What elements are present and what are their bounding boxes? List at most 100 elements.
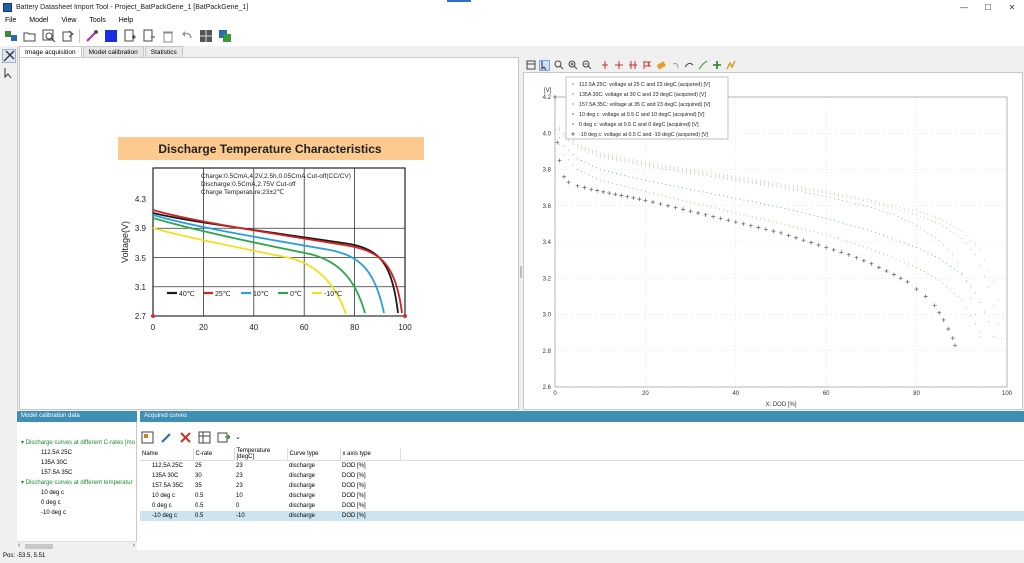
- tree-item-0-deg-c[interactable]: 0 deg c: [41, 500, 61, 506]
- new-project-button[interactable]: [3, 29, 18, 44]
- acq-point-0: [931, 234, 933, 236]
- datasheet-curve-1: [152, 209, 403, 314]
- move-button[interactable]: [711, 60, 722, 71]
- curves-table-button[interactable]: [197, 430, 212, 445]
- acq-point-0: [616, 159, 618, 161]
- acq-point-1: [974, 254, 976, 256]
- acq-point-1: [694, 171, 696, 173]
- tree-group-temperatures[interactable]: ▾ Discharge curves at different temperat…: [21, 480, 133, 486]
- select-tool-button[interactable]: [2, 66, 16, 80]
- column-c-rate[interactable]: C-rate: [193, 448, 235, 461]
- datasheet-curve-2: [152, 214, 385, 314]
- plot-table-button[interactable]: [525, 60, 536, 71]
- acq-point-3: [805, 212, 807, 215]
- close-button[interactable]: ✕: [1008, 2, 1016, 12]
- grid-button[interactable]: [198, 29, 213, 44]
- add-double-button[interactable]: [627, 60, 638, 71]
- curves-import-button[interactable]: [140, 430, 155, 445]
- import-image-button[interactable]: [41, 29, 56, 44]
- acquired-plot-panel[interactable]: 2.6 2.8 3.0 3.2 3.4 3.6 3.8 4.0 4.2 0 20 40 60 80 100…: [523, 72, 1023, 410]
- auto-detect-button[interactable]: [725, 60, 736, 71]
- table-row[interactable]: 112.5A 25C 25 23 discharge DOD [%]: [140, 461, 1024, 471]
- acq-point-1: [735, 178, 737, 180]
- menu-view[interactable]: View: [61, 16, 77, 24]
- add-point-button[interactable]: [599, 60, 610, 71]
- table-row[interactable]: 157.5A 35C 35 23 discharge DOD [%]: [140, 481, 1024, 491]
- table-row[interactable]: 135A 30C 30 23 discharge DOD [%]: [140, 471, 1024, 481]
- acq-point-4: [755, 217, 757, 219]
- add-curve-icon: [124, 29, 136, 42]
- zoom-out-button[interactable]: [581, 60, 592, 71]
- pick-color-button[interactable]: [84, 29, 99, 44]
- fit-button[interactable]: [697, 60, 708, 71]
- undo-button[interactable]: [179, 29, 194, 44]
- add-cross-button[interactable]: [613, 60, 624, 71]
- acq-point-2: [938, 217, 940, 219]
- tree-horizontal-scrollbar[interactable]: ‹ ›: [17, 541, 137, 550]
- tree-item-112-5a-25c[interactable]: 112.5A 25C: [41, 450, 72, 456]
- add-curve-button[interactable]: [122, 29, 137, 44]
- scroll-right-icon[interactable]: ›: [132, 542, 135, 549]
- export-button[interactable]: [60, 29, 75, 44]
- tree-item-135a-30c[interactable]: 135A 30C: [41, 460, 68, 466]
- column-x-axis-type[interactable]: x axis type: [340, 448, 401, 461]
- acquired-plot-frame: [554, 96, 1008, 388]
- open-button[interactable]: [22, 29, 37, 44]
- menu-help[interactable]: Help: [118, 16, 134, 24]
- column-temperature[interactable]: Temperature [degC]: [234, 448, 288, 461]
- acq-point-2: [946, 222, 948, 224]
- menu-model[interactable]: Model: [29, 16, 49, 24]
- color-swatch-button[interactable]: [103, 29, 118, 44]
- plot-select-button[interactable]: [539, 59, 550, 71]
- duplicate-button[interactable]: [217, 29, 232, 44]
- acq-point-3: [817, 215, 819, 218]
- erase-button[interactable]: [655, 60, 666, 71]
- menu-tools[interactable]: Tools: [89, 16, 106, 24]
- zoom-in-button[interactable]: [567, 60, 578, 71]
- acq-point-4: [957, 296, 959, 298]
- remove-curve-button[interactable]: [141, 29, 156, 44]
- minimize-button[interactable]: —: [960, 2, 968, 12]
- chevron-down-icon[interactable]: ⌄: [235, 434, 241, 441]
- zoom-box-button[interactable]: [553, 60, 564, 71]
- acq-point-3: [731, 197, 733, 199]
- acq-point-4: [677, 198, 679, 200]
- acquire-tool-button[interactable]: [2, 49, 16, 63]
- acq-point-0: [731, 179, 733, 181]
- tree-item-10-deg-c[interactable]: 10 deg c: [41, 490, 65, 496]
- table-row[interactable]: 0 deg c 0.5 0 discharge DOD [%]: [140, 501, 1024, 511]
- acq-point-1: [685, 170, 688, 172]
- acq-point-2: [870, 199, 872, 201]
- curves-edit-button[interactable]: [159, 430, 174, 445]
- acq-point-2: [784, 184, 786, 186]
- table-cell: 0 deg c: [152, 502, 172, 509]
- acq-point-1: [772, 183, 774, 186]
- table-row[interactable]: -10 deg c 0.5 -10 discharge DOD [%]: [140, 510, 1024, 521]
- menu-file[interactable]: File: [5, 16, 17, 24]
- column-curve-type[interactable]: Curve type: [287, 448, 341, 461]
- delete-button[interactable]: [160, 29, 175, 44]
- tree-item-minus10-deg-c[interactable]: -10 deg c: [41, 510, 67, 516]
- acq-point-4: [588, 174, 590, 176]
- flag-button[interactable]: [641, 60, 652, 71]
- plot-undo-button[interactable]: [669, 60, 680, 71]
- scroll-thumb[interactable]: [25, 544, 53, 549]
- tab-model-calibration[interactable]: Model calibration: [82, 46, 144, 57]
- curves-export-button[interactable]: [216, 430, 231, 445]
- acq-point-1: [669, 167, 671, 169]
- tab-statistics[interactable]: Statistics: [144, 46, 183, 57]
- table-row[interactable]: 10 deg c 0.5 10 discharge DOD [%]: [140, 491, 1024, 501]
- tab-image-acquisition[interactable]: Image acquisition: [19, 46, 82, 57]
- column-name[interactable]: Name: [140, 448, 194, 461]
- tree-item-157-5a-35c[interactable]: 157.5A 35C: [41, 470, 73, 476]
- acq-point-0: [934, 237, 936, 239]
- scroll-left-icon[interactable]: ‹: [18, 542, 21, 549]
- datasheet-image-panel[interactable]: Discharge Temperature Characteristics Ch…: [19, 57, 519, 410]
- eyedropper-icon: [85, 30, 98, 42]
- smooth-button[interactable]: [683, 60, 694, 71]
- curves-delete-button[interactable]: [178, 430, 193, 445]
- panel-splitter[interactable]: [519, 46, 523, 410]
- maximize-button[interactable]: ☐: [984, 2, 992, 12]
- tree-group-c-rates[interactable]: ▾ Discharge curves at different C-rates …: [21, 440, 135, 446]
